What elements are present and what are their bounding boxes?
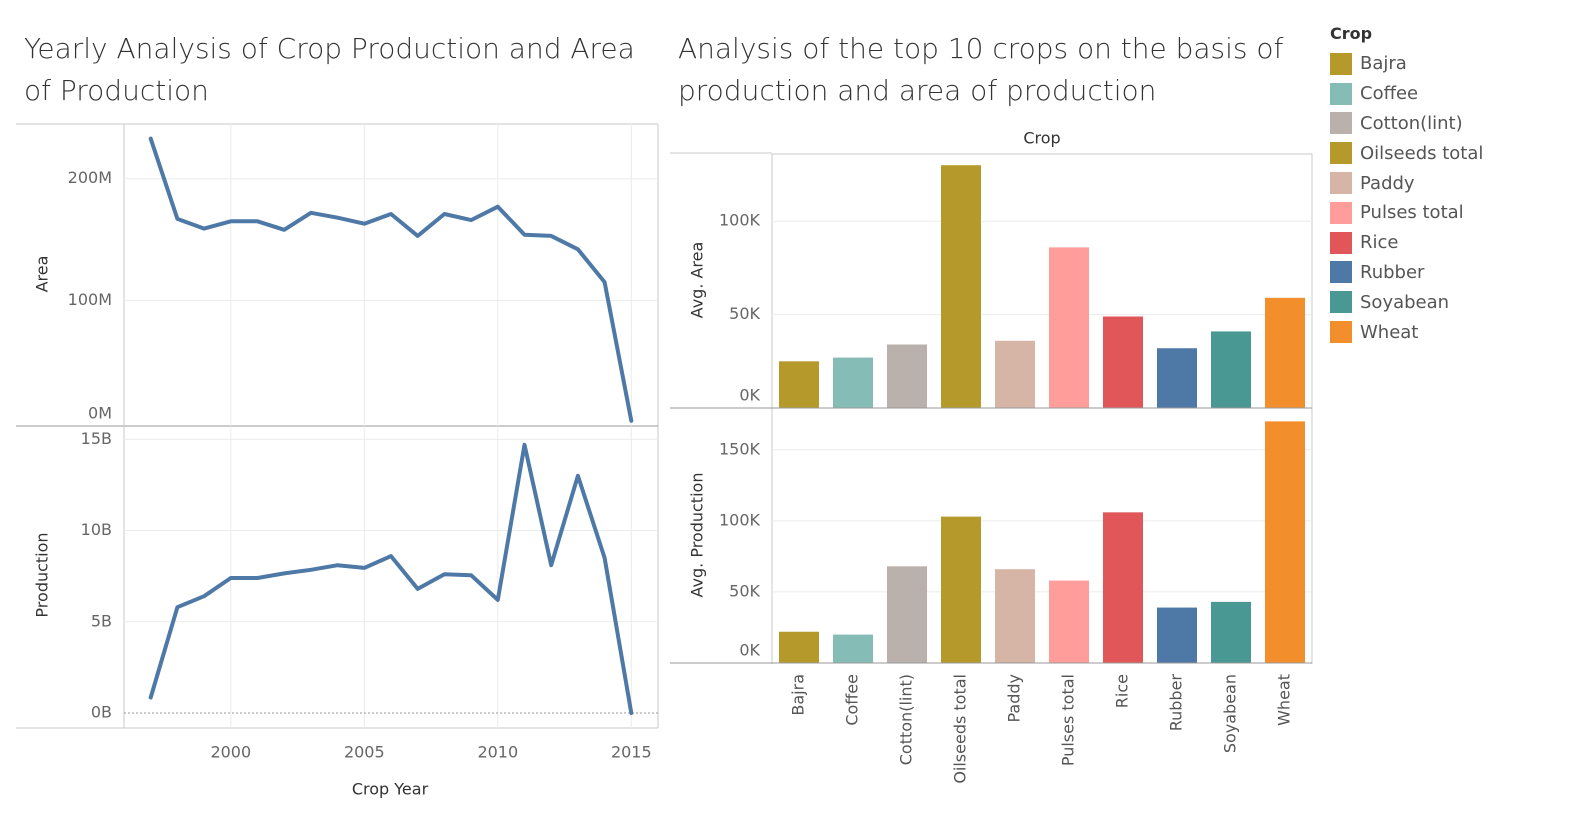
y-axis-title: Avg. Area bbox=[688, 242, 707, 319]
y-tick-label: 100M bbox=[68, 290, 112, 309]
bar bbox=[887, 566, 927, 663]
legend-swatch bbox=[1330, 291, 1352, 314]
legend-item[interactable]: Pulses total bbox=[1330, 198, 1570, 228]
bar bbox=[941, 516, 981, 663]
legend-swatch bbox=[1330, 112, 1352, 135]
x-category-label: Oilseeds total bbox=[951, 674, 970, 784]
legend-swatch bbox=[1330, 321, 1352, 344]
x-category-label: Coffee bbox=[843, 674, 862, 726]
y-axis-title: Avg. Production bbox=[688, 473, 707, 598]
legend-swatch bbox=[1330, 82, 1352, 105]
y-tick-label: 50K bbox=[729, 581, 760, 600]
y-axis-title: Production bbox=[33, 532, 52, 617]
legend-swatch bbox=[1330, 172, 1352, 195]
y-tick-label: 100K bbox=[719, 510, 761, 529]
y-tick-label: 5B bbox=[91, 611, 112, 630]
bar bbox=[779, 631, 819, 663]
legend-label: Coffee bbox=[1360, 83, 1419, 105]
legend-label: Bajra bbox=[1360, 53, 1407, 75]
y-tick-label: 0B bbox=[91, 703, 112, 722]
legend-item[interactable]: Rubber bbox=[1330, 258, 1570, 288]
y-tick-label: 0K bbox=[739, 386, 760, 405]
legend-label: Oilseeds total bbox=[1360, 142, 1484, 164]
legend-item[interactable]: Soyabean bbox=[1330, 287, 1570, 317]
x-axis-title: Crop Year bbox=[352, 780, 429, 799]
legend-item[interactable]: Oilseeds total bbox=[1330, 138, 1570, 168]
series-line bbox=[148, 136, 634, 423]
column-header: Crop bbox=[1023, 129, 1060, 148]
x-category-label: Cotton(lint) bbox=[897, 674, 916, 765]
bar bbox=[1211, 601, 1251, 663]
legend-swatch bbox=[1330, 201, 1352, 224]
bar bbox=[1157, 348, 1197, 408]
legend-item[interactable]: Rice bbox=[1330, 228, 1570, 258]
legend-item[interactable]: Cotton(lint) bbox=[1330, 109, 1570, 139]
legend-title: Crop bbox=[1330, 24, 1373, 43]
crop-legend: Crop Bajra Coffee Cotton(lint) Oilseeds tot… bbox=[1330, 24, 1570, 347]
x-tick-label: 2005 bbox=[344, 743, 385, 762]
legend-label: Cotton(lint) bbox=[1360, 112, 1463, 134]
series-line bbox=[148, 442, 634, 715]
x-tick-label: 2000 bbox=[210, 743, 251, 762]
bar bbox=[887, 344, 927, 408]
x-category-label: Rubber bbox=[1167, 674, 1186, 732]
y-tick-label: 15B bbox=[81, 429, 112, 448]
legend-label: Rubber bbox=[1360, 261, 1425, 283]
x-tick-label: 2015 bbox=[611, 743, 652, 762]
legend-item[interactable]: Bajra bbox=[1330, 49, 1570, 79]
x-category-label: Bajra bbox=[789, 674, 808, 716]
y-tick-label: 0K bbox=[739, 641, 760, 660]
legend-label: Soyabean bbox=[1360, 291, 1450, 313]
x-tick-label: 2010 bbox=[477, 743, 518, 762]
y-tick-label: 0M bbox=[88, 404, 112, 423]
legend-swatch bbox=[1330, 231, 1352, 254]
bar bbox=[1265, 421, 1305, 663]
legend-swatch bbox=[1330, 142, 1352, 165]
left-chart-title: Yearly Analysis of Crop Production and A… bbox=[24, 32, 635, 107]
legend-item[interactable]: Coffee bbox=[1330, 79, 1570, 109]
bar bbox=[833, 634, 873, 663]
legend-swatch bbox=[1330, 52, 1352, 75]
x-category-label: Rice bbox=[1113, 674, 1132, 708]
bar bbox=[995, 569, 1035, 663]
legend-label: Wheat bbox=[1360, 321, 1419, 343]
legend-label: Paddy bbox=[1360, 172, 1415, 194]
bar bbox=[1211, 331, 1251, 408]
bar bbox=[1265, 297, 1305, 408]
x-category-label: Wheat bbox=[1275, 674, 1294, 726]
bar bbox=[1049, 580, 1089, 663]
bar bbox=[1157, 607, 1197, 663]
y-tick-label: 200M bbox=[68, 168, 112, 187]
legend-label: Rice bbox=[1360, 232, 1399, 254]
bar bbox=[941, 165, 981, 408]
bar bbox=[1103, 316, 1143, 408]
bar bbox=[833, 357, 873, 408]
legend-items: Bajra Coffee Cotton(lint) Oilseeds total Pad… bbox=[1330, 49, 1570, 347]
right-chart-title: Analysis of the top 10 crops on the basi… bbox=[678, 32, 1284, 107]
y-tick-label: 100K bbox=[719, 211, 761, 230]
bar bbox=[1049, 247, 1089, 408]
bar bbox=[1103, 512, 1143, 663]
bar bbox=[995, 340, 1035, 408]
legend-item[interactable]: Paddy bbox=[1330, 168, 1570, 198]
y-tick-label: 150K bbox=[719, 439, 761, 458]
y-axis-title: Area bbox=[33, 256, 52, 293]
bar bbox=[779, 361, 819, 408]
y-tick-label: 50K bbox=[729, 304, 760, 323]
legend-label: Pulses total bbox=[1360, 202, 1464, 224]
y-tick-label: 10B bbox=[81, 520, 112, 539]
x-category-label: Soyabean bbox=[1221, 674, 1240, 753]
x-category-label: Paddy bbox=[1005, 674, 1024, 723]
x-category-label: Pulses total bbox=[1059, 674, 1078, 766]
legend-swatch bbox=[1330, 261, 1352, 284]
legend-item[interactable]: Wheat bbox=[1330, 317, 1570, 347]
